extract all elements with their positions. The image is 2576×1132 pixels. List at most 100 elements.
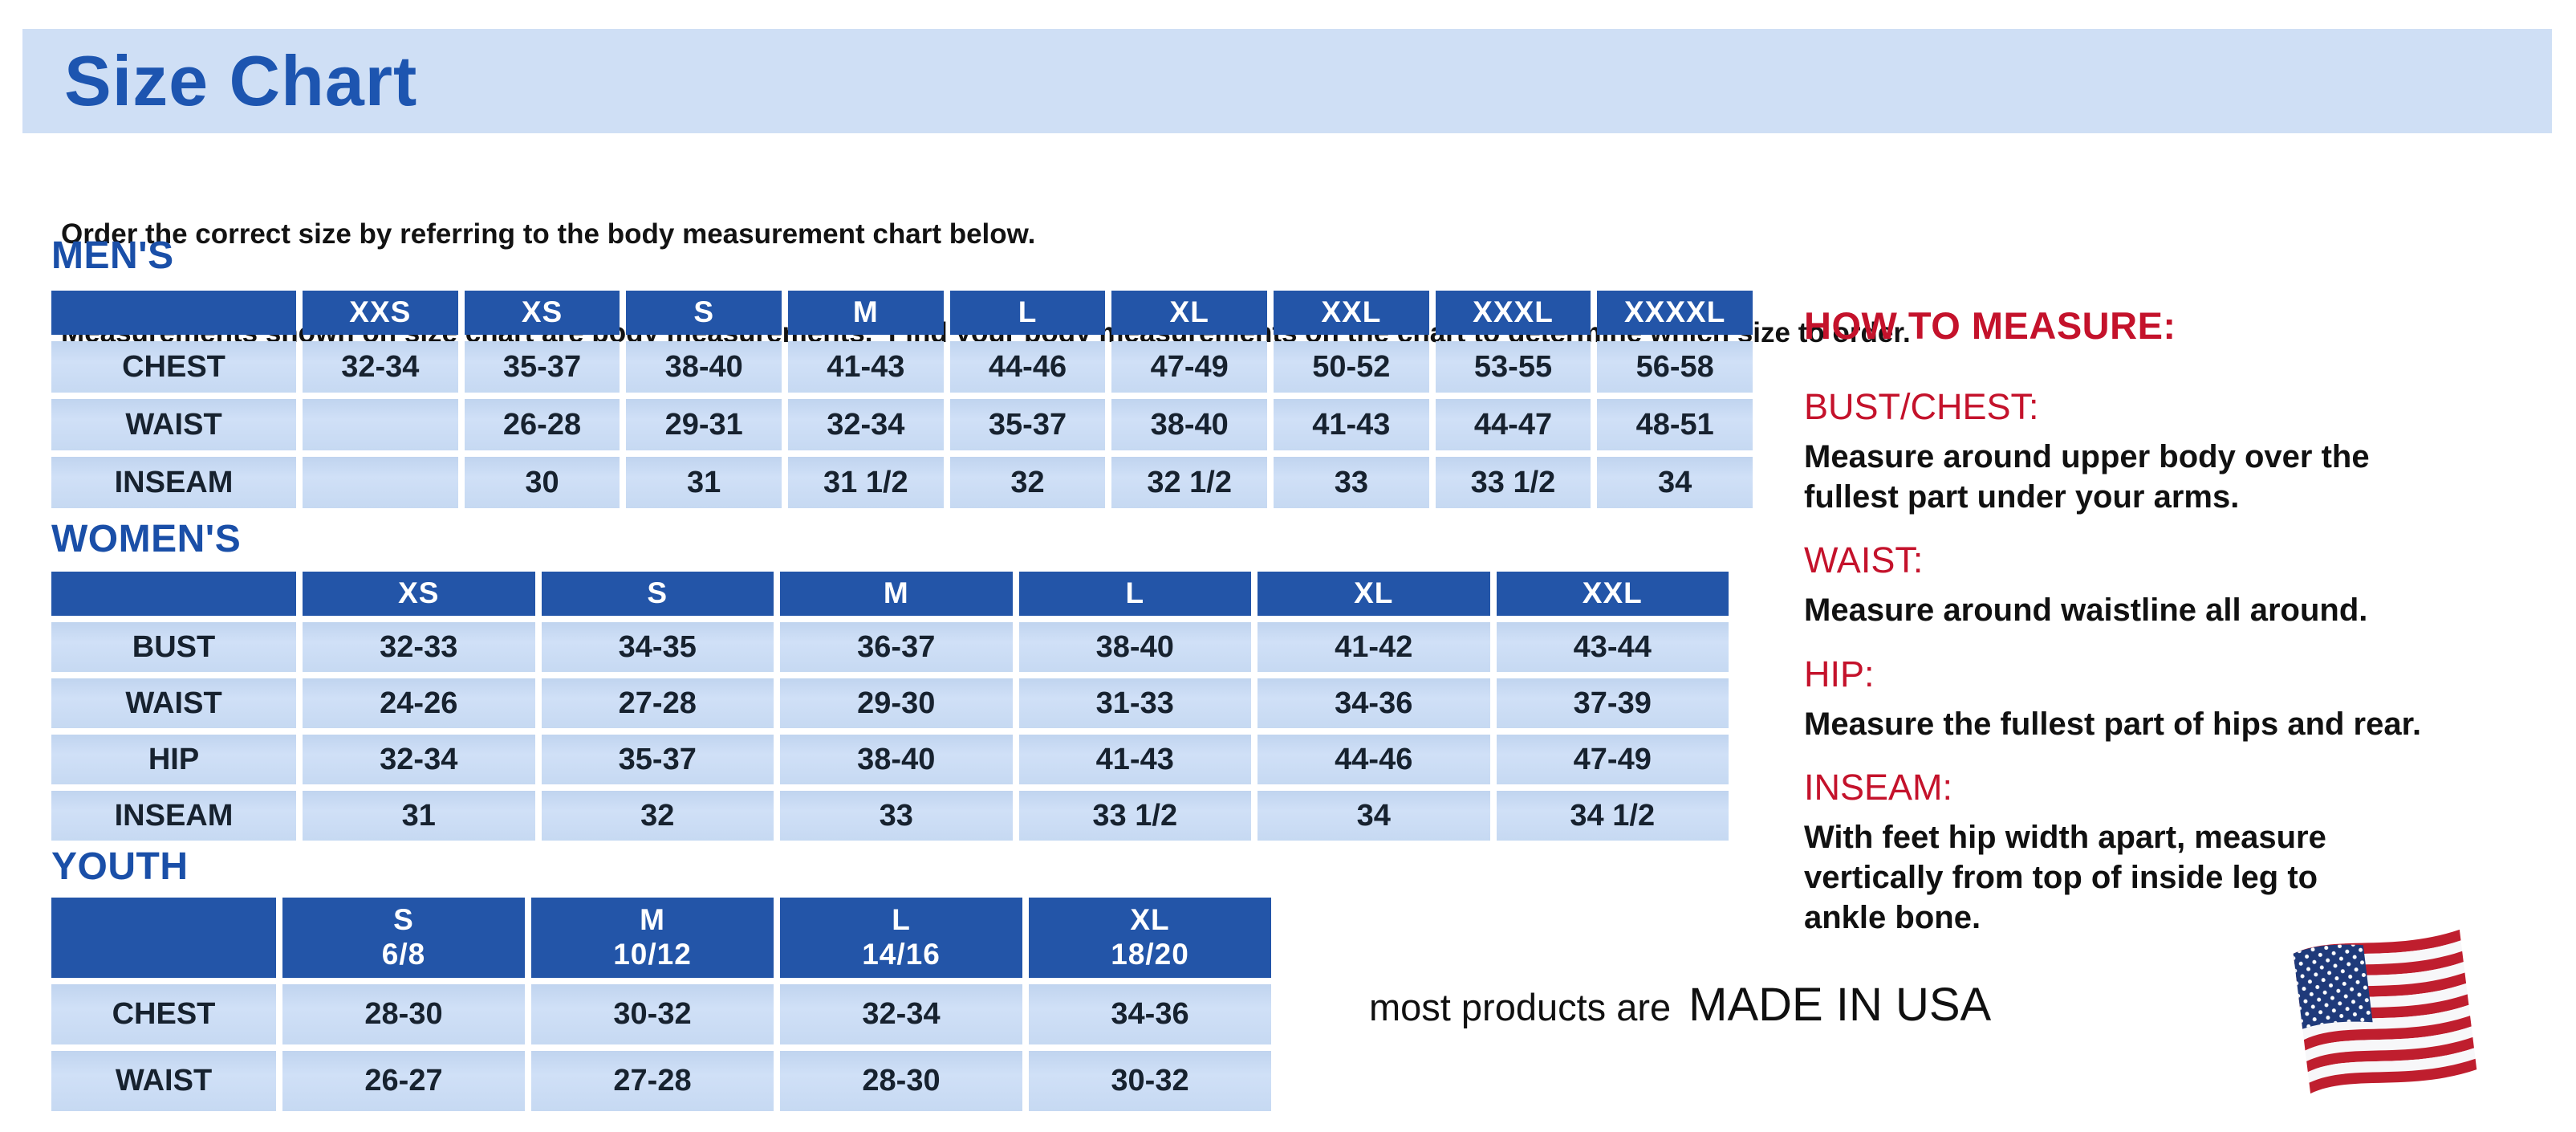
size-header-cell: XS xyxy=(464,291,620,335)
size-value-cell: 32 xyxy=(541,791,774,841)
size-value-cell: 31 xyxy=(303,791,535,841)
size-header-cell: S xyxy=(541,572,774,616)
size-value-cell: 44-46 xyxy=(949,341,1106,393)
row-label-cell: WAIST xyxy=(51,399,296,450)
row-label-cell: CHEST xyxy=(51,341,296,393)
size-value-cell: 34 xyxy=(1597,457,1753,508)
size-value-cell: 34 1/2 xyxy=(1496,791,1729,841)
size-value-cell xyxy=(303,457,458,508)
size-value-cell: 44-47 xyxy=(1435,399,1591,450)
size-value-cell: 38-40 xyxy=(626,341,782,393)
size-value-cell: 30 xyxy=(464,457,620,508)
size-header-cell: XL xyxy=(1258,572,1490,616)
size-value-cell: 33 1/2 xyxy=(1018,791,1251,841)
size-value-cell: 32 1/2 xyxy=(1111,457,1267,508)
size-value-cell: 32-33 xyxy=(303,622,535,672)
mens-size-table: XXS XS S M L XL XXL XXXL XXXXL CHEST 32-34 35-37 38-… xyxy=(51,291,1753,508)
size-value-cell: 41-43 xyxy=(1018,735,1251,784)
size-value-cell: 32 xyxy=(949,457,1106,508)
how-to-measure-title: HOW TO MEASURE: xyxy=(1804,304,2176,347)
title-banner: Size Chart xyxy=(22,29,2552,133)
womens-section-title: WOMEN'S xyxy=(51,518,242,560)
howto-text-inseam: With feet hip width apart, measure verti… xyxy=(1804,820,2326,935)
size-value-cell: 44-46 xyxy=(1258,735,1490,784)
size-value-cell: 32-34 xyxy=(303,735,535,784)
size-header-cell: M xyxy=(780,572,1013,616)
size-header-cell: L xyxy=(1018,572,1251,616)
size-value-cell: 41-43 xyxy=(1274,399,1429,450)
howto-label-waist: WAIST: xyxy=(1804,540,1924,581)
row-label-cell: HIP xyxy=(51,735,296,784)
size-value-cell: 36-37 xyxy=(780,622,1013,672)
size-value-cell: 47-49 xyxy=(1111,341,1267,393)
size-value-cell: 34-36 xyxy=(1258,678,1490,728)
row-label-cell: INSEAM xyxy=(51,791,296,841)
size-value-cell: 35-37 xyxy=(464,341,620,393)
size-header-cell: M 10/12 xyxy=(531,898,774,978)
size-value-cell: 34-35 xyxy=(541,622,774,672)
size-header-cell: S 6/8 xyxy=(282,898,525,978)
corner-header-cell xyxy=(51,572,296,616)
size-value-cell: 34-36 xyxy=(1029,984,1271,1044)
howto-text-hip: Measure the fullest part of hips and rea… xyxy=(1804,706,2422,742)
size-value-cell: 28-30 xyxy=(282,984,525,1044)
size-header-cell: S xyxy=(626,291,782,335)
womens-size-table: XS S M L XL XXL BUST 32-33 34-35 36-37 38-40 41-42 4… xyxy=(51,572,1729,841)
intro-line-1: Order the correct size by referring to t… xyxy=(61,218,1036,250)
us-flag-icon xyxy=(2293,928,2477,1095)
made-in-usa-text: MADE IN USA xyxy=(1688,979,1992,1031)
size-value-cell: 48-51 xyxy=(1597,399,1753,450)
size-value-cell: 28-30 xyxy=(780,1051,1022,1111)
size-value-cell: 53-55 xyxy=(1435,341,1591,393)
size-header-cell: M xyxy=(788,291,944,335)
size-value-cell: 33 xyxy=(780,791,1013,841)
size-value-cell: 41-42 xyxy=(1258,622,1490,672)
size-value-cell: 50-52 xyxy=(1274,341,1429,393)
size-header-cell: XS xyxy=(303,572,535,616)
size-value-cell: 26-28 xyxy=(464,399,620,450)
row-label-cell: BUST xyxy=(51,622,296,672)
size-value-cell: 26-27 xyxy=(282,1051,525,1111)
size-value-cell: 34 xyxy=(1258,791,1490,841)
size-value-cell: 38-40 xyxy=(1018,622,1251,672)
size-value-cell: 27-28 xyxy=(541,678,774,728)
size-value-cell: 30-32 xyxy=(531,984,774,1044)
howto-text-bust-chest: Measure around upper body over the fulle… xyxy=(1804,439,2370,515)
corner-header-cell xyxy=(51,898,276,978)
size-value-cell: 32-34 xyxy=(788,399,944,450)
size-value-cell: 24-26 xyxy=(303,678,535,728)
howto-item-waist: WAIST: Measure around waistline all arou… xyxy=(1804,540,2562,631)
size-header-cell: XXL xyxy=(1496,572,1729,616)
made-in-usa-prefix: most products are xyxy=(1369,986,1672,1028)
size-value-cell xyxy=(303,399,458,450)
mens-section-title: MEN'S xyxy=(51,234,174,277)
size-value-cell: 38-40 xyxy=(780,735,1013,784)
size-value-cell: 29-31 xyxy=(626,399,782,450)
youth-section-title: YOUTH xyxy=(51,845,189,888)
size-value-cell: 43-44 xyxy=(1496,622,1729,672)
size-value-cell: 35-37 xyxy=(541,735,774,784)
row-label-cell: WAIST xyxy=(51,678,296,728)
row-label-cell: CHEST xyxy=(51,984,276,1044)
size-value-cell: 31 1/2 xyxy=(788,457,944,508)
size-header-cell: XXXL xyxy=(1435,291,1591,335)
howto-item-inseam: INSEAM: With feet hip width apart, measu… xyxy=(1804,767,2562,938)
youth-size-table: S 6/8 M 10/12 L 14/16 XL 18/20 CHEST 28-30 30-… xyxy=(51,898,1271,1111)
size-value-cell: 32-34 xyxy=(780,984,1022,1044)
size-header-cell: L 14/16 xyxy=(780,898,1022,978)
size-header-cell: XXL xyxy=(1274,291,1429,335)
size-header-cell: XL 18/20 xyxy=(1029,898,1271,978)
size-value-cell: 32-34 xyxy=(303,341,458,393)
row-label-cell: WAIST xyxy=(51,1051,276,1111)
howto-item-bust-chest: BUST/CHEST: Measure around upper body ov… xyxy=(1804,386,2562,517)
size-value-cell: 35-37 xyxy=(949,399,1106,450)
size-value-cell: 33 xyxy=(1274,457,1429,508)
size-value-cell: 33 1/2 xyxy=(1435,457,1591,508)
size-value-cell: 27-28 xyxy=(531,1051,774,1111)
howto-label-inseam: INSEAM: xyxy=(1804,767,1953,808)
size-header-cell: L xyxy=(949,291,1106,335)
size-value-cell: 30-32 xyxy=(1029,1051,1271,1111)
size-value-cell: 31 xyxy=(626,457,782,508)
corner-header-cell xyxy=(51,291,296,335)
size-value-cell: 47-49 xyxy=(1496,735,1729,784)
